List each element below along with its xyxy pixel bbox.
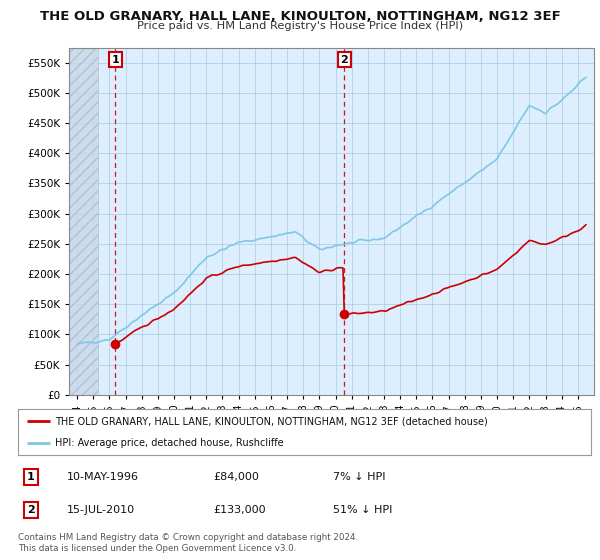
Text: 2: 2 bbox=[340, 55, 348, 64]
Text: 51% ↓ HPI: 51% ↓ HPI bbox=[333, 505, 392, 515]
Text: THE OLD GRANARY, HALL LANE, KINOULTON, NOTTINGHAM, NG12 3EF: THE OLD GRANARY, HALL LANE, KINOULTON, N… bbox=[40, 10, 560, 23]
Text: £133,000: £133,000 bbox=[213, 505, 265, 515]
Text: Price paid vs. HM Land Registry's House Price Index (HPI): Price paid vs. HM Land Registry's House … bbox=[137, 21, 463, 31]
Text: HPI: Average price, detached house, Rushcliffe: HPI: Average price, detached house, Rush… bbox=[55, 438, 284, 448]
Text: THE OLD GRANARY, HALL LANE, KINOULTON, NOTTINGHAM, NG12 3EF (detached house): THE OLD GRANARY, HALL LANE, KINOULTON, N… bbox=[55, 416, 488, 426]
Text: 2: 2 bbox=[27, 505, 34, 515]
Text: 15-JUL-2010: 15-JUL-2010 bbox=[67, 505, 135, 515]
Text: £84,000: £84,000 bbox=[213, 472, 259, 482]
Text: 1: 1 bbox=[112, 55, 119, 64]
Text: 1: 1 bbox=[27, 472, 34, 482]
Text: 10-MAY-1996: 10-MAY-1996 bbox=[67, 472, 139, 482]
Text: 7% ↓ HPI: 7% ↓ HPI bbox=[333, 472, 386, 482]
Text: Contains HM Land Registry data © Crown copyright and database right 2024.
This d: Contains HM Land Registry data © Crown c… bbox=[18, 533, 358, 553]
